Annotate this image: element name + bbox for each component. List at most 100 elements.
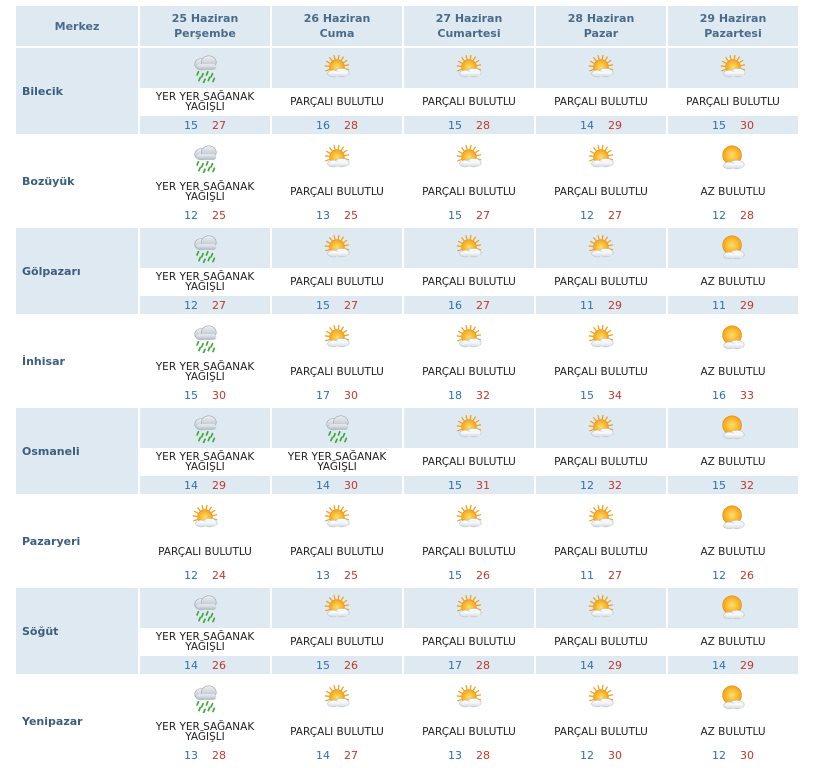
partly-cloudy-icon — [536, 48, 666, 88]
forecast-icon-cell — [668, 678, 798, 718]
forecast-description: YER YER SAĞANAK YAĞIŞLI — [140, 628, 270, 656]
max-temperature: 27 — [212, 119, 226, 132]
max-temperature: 27 — [608, 209, 622, 222]
forecast-description: PARÇALI BULUTLU — [404, 718, 534, 746]
forecast-icon-cell — [140, 588, 270, 628]
forecast-description: AZ BULUTLU — [668, 628, 798, 656]
min-temperature: 14 — [184, 659, 198, 672]
max-temperature: 30 — [608, 749, 622, 762]
max-temperature: 30 — [740, 119, 754, 132]
forecast-desc-cell: PARÇALI BULUTLU — [404, 358, 534, 386]
mostly-sunny-icon — [668, 588, 798, 628]
forecast-desc-cell: PARÇALI BULUTLU — [536, 538, 666, 566]
day-header: 29 Haziran Pazartesi — [668, 6, 798, 48]
max-temperature: 26 — [740, 569, 754, 582]
forecast-icon-cell — [140, 48, 270, 88]
min-temperature: 11 — [712, 299, 726, 312]
city-name: Pazaryeri — [16, 498, 138, 584]
max-temperature: 29 — [212, 479, 226, 492]
city-icon-row: Osmaneli — [16, 408, 798, 448]
forecast-desc-cell: PARÇALI BULUTLU — [272, 718, 402, 746]
day-date: 29 Haziran — [700, 12, 767, 25]
forecast-desc-cell: AZ BULUTLU — [668, 718, 798, 746]
forecast-icon-cell — [140, 138, 270, 178]
forecast-desc-cell: PARÇALI BULUTLU — [272, 178, 402, 206]
city-icon-row: Yenipazar — [16, 678, 798, 718]
min-temperature: 14 — [580, 659, 594, 672]
forecast-description: PARÇALI BULUTLU — [272, 358, 402, 386]
forecast-desc-cell: AZ BULUTLU — [668, 448, 798, 476]
min-temperature: 11 — [580, 299, 594, 312]
forecast-desc-cell: PARÇALI BULUTLU — [668, 88, 798, 116]
forecast-description: PARÇALI BULUTLU — [272, 718, 402, 746]
min-temperature: 13 — [316, 209, 330, 222]
forecast-description: PARÇALI BULUTLU — [536, 718, 666, 746]
forecast-desc-cell: PARÇALI BULUTLU — [536, 88, 666, 116]
forecast-desc-cell: PARÇALI BULUTLU — [404, 718, 534, 746]
min-temperature: 16 — [316, 119, 330, 132]
min-temperature: 15 — [712, 119, 726, 132]
partly-cloudy-icon — [536, 498, 666, 538]
partly-cloudy-icon — [404, 588, 534, 628]
partly-cloudy-icon — [272, 138, 402, 178]
min-temperature: 14 — [316, 479, 330, 492]
forecast-desc-cell: PARÇALI BULUTLU — [536, 178, 666, 206]
max-temperature: 25 — [212, 209, 226, 222]
max-temperature: 31 — [476, 479, 490, 492]
max-temperature: 24 — [212, 569, 226, 582]
partly-cloudy-icon — [404, 678, 534, 718]
partly-cloudy-icon — [404, 408, 534, 448]
partly-cloudy-icon — [140, 498, 270, 538]
forecast-desc-cell: AZ BULUTLU — [668, 268, 798, 296]
city-name: Gölpazarı — [16, 228, 138, 314]
forecast-description: PARÇALI BULUTLU — [536, 178, 666, 206]
min-temperature: 15 — [184, 119, 198, 132]
max-temperature: 26 — [476, 569, 490, 582]
forecast-desc-cell: PARÇALI BULUTLU — [404, 268, 534, 296]
forecast-temp-cell: 12 27 — [536, 206, 666, 224]
forecast-icon-cell — [668, 318, 798, 358]
forecast-icon-cell — [404, 588, 534, 628]
forecast-icon-cell — [668, 408, 798, 448]
min-temperature: 17 — [316, 389, 330, 402]
forecast-description: YER YER SAĞANAK YAĞIŞLI — [140, 358, 270, 386]
partly-cloudy-icon — [272, 228, 402, 268]
forecast-description: YER YER SAĞANAK YAĞIŞLI — [140, 718, 270, 746]
partly-cloudy-icon — [404, 48, 534, 88]
day-date: 26 Haziran — [304, 12, 371, 25]
forecast-icon-cell — [668, 228, 798, 268]
forecast-icon-cell — [140, 678, 270, 718]
min-temperature: 14 — [712, 659, 726, 672]
day-date: 27 Haziran — [436, 12, 503, 25]
forecast-icon-cell — [404, 138, 534, 178]
forecast-icon-cell — [536, 138, 666, 178]
rain-cloud-icon — [140, 678, 270, 718]
forecast-desc-cell: PARÇALI BULUTLU — [536, 358, 666, 386]
forecast-desc-cell: PARÇALI BULUTLU — [404, 178, 534, 206]
min-temperature: 12 — [580, 209, 594, 222]
forecast-icon-cell — [140, 228, 270, 268]
forecast-desc-cell: AZ BULUTLU — [668, 358, 798, 386]
day-weekday: Pazartesi — [704, 27, 761, 40]
max-temperature: 27 — [212, 299, 226, 312]
min-temperature: 12 — [184, 209, 198, 222]
forecast-description: PARÇALI BULUTLU — [536, 268, 666, 296]
